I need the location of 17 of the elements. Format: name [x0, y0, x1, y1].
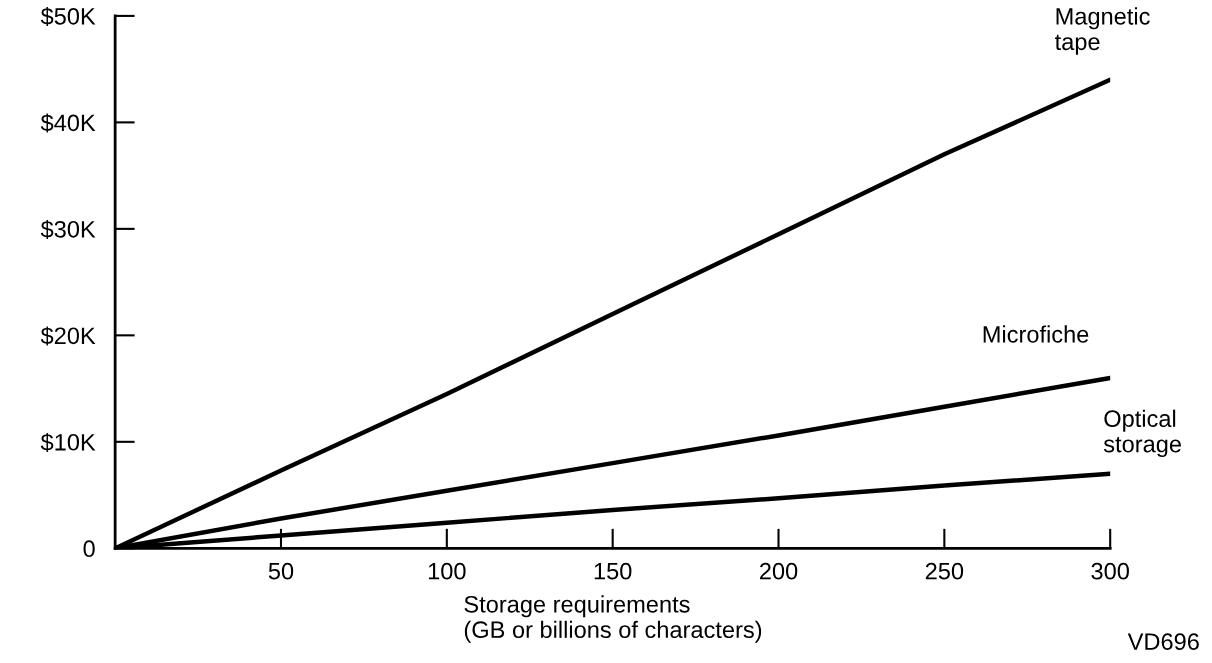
x-tick-label: 50 [268, 562, 294, 580]
y-tick-label: $50K [40, 6, 96, 27]
x-tick-label: 250 [925, 562, 964, 580]
text: VD696 [1127, 633, 1199, 650]
x-axis-title: Storage requirements (GB or billions of characters) [464, 595, 762, 643]
y-tick-label: $20K [40, 326, 96, 346]
x-tick-label: 150 [594, 562, 632, 580]
y-tick-label: $30K [40, 219, 96, 240]
x-tick-label: 100 [428, 562, 466, 580]
series-label: Microfiche [983, 325, 1089, 343]
y-tick-label: $40K [40, 113, 96, 133]
series-label: Optical storage [1103, 409, 1181, 458]
x-tick-label: 200 [760, 562, 798, 580]
y-tick-label: 0 [83, 540, 95, 558]
y-tick-label: $10K [40, 432, 96, 453]
series-label: Magnetic tape [1054, 7, 1150, 55]
x-tick-label: 300 [1091, 562, 1129, 580]
